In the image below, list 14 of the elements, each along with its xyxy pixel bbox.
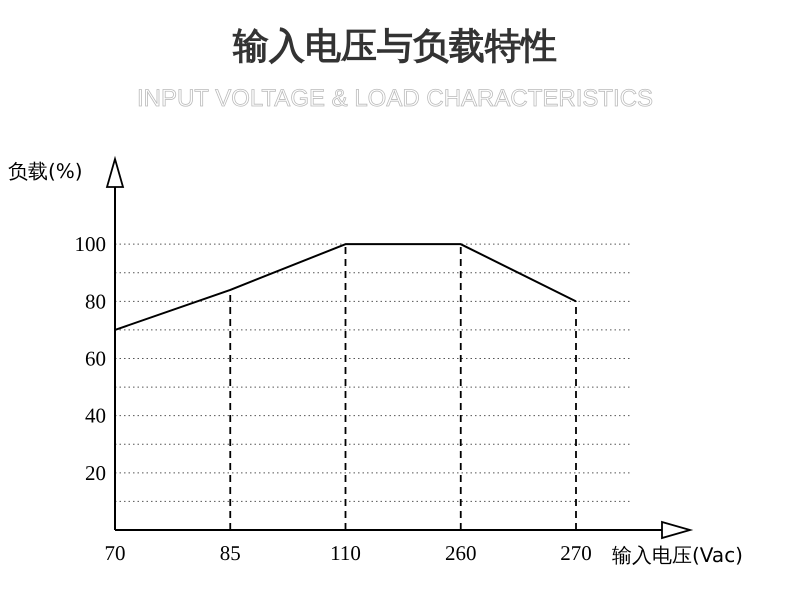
y-axis-title: 负载(%) [8, 159, 83, 183]
chart-title: 输入电压与负载特性 [232, 26, 557, 67]
x-tick-label: 70 [104, 541, 126, 565]
chart-subtitle: INPUT VOLTAGE & LOAD CHARACTERISTICS [136, 85, 654, 112]
y-tick-label: 20 [85, 460, 106, 485]
y-tick-label: 60 [85, 346, 106, 370]
y-tick-label: 100 [74, 232, 106, 256]
y-tick-label: 40 [85, 404, 106, 428]
x-tick-label: 270 [560, 541, 592, 565]
x-tick-label: 85 [220, 541, 241, 565]
x-axis-title: 输入电压(Vac) [612, 543, 743, 567]
x-tick-label: 110 [330, 541, 361, 565]
x-tick-label: 260 [445, 541, 476, 565]
y-tick-label: 80 [85, 289, 106, 314]
